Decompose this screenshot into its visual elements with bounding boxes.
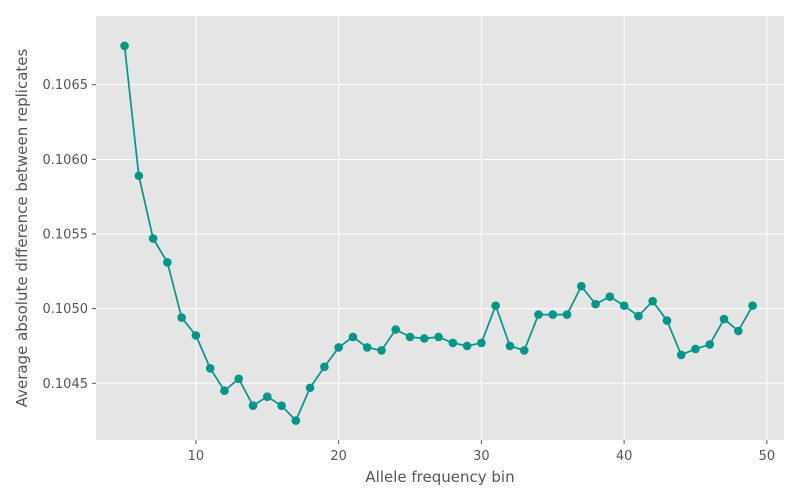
data-point [662,316,672,325]
data-point [205,364,215,373]
data-point [305,383,315,393]
data-point [505,341,515,351]
data-point [391,325,401,334]
data-point [676,350,686,360]
data-point [163,258,172,267]
data-point [262,392,272,402]
y-tick-label: 0.1060 [43,153,89,168]
data-point [248,401,258,410]
y-tick-label: 0.1065 [43,78,89,93]
plot-background [96,16,784,440]
y-axis-label: Average absolute difference between repl… [13,49,31,408]
series-layer [120,41,757,425]
data-point [291,416,301,425]
data-point [419,334,429,343]
data-point [562,310,572,319]
data-point [619,301,629,310]
data-point [434,332,443,342]
data-point [648,296,657,306]
x-axis-label: Allele frequency bin [365,468,514,486]
data-point [191,331,201,340]
data-point [491,301,500,310]
data-point [448,338,458,348]
data-point [348,332,358,342]
data-point [748,301,757,310]
data-point [120,41,129,51]
data-point [334,343,343,352]
y-tick-label: 0.1055 [43,227,89,242]
data-point [277,401,286,410]
data-point [405,332,415,342]
data-point [605,292,615,301]
data-point [362,343,372,352]
data-point [719,314,729,324]
data-point [591,299,600,309]
data-point [320,362,329,372]
x-tick-label: 10 [188,449,205,464]
x-tick-label: 40 [616,449,633,464]
x-tick-label: 30 [473,449,490,464]
data-point [519,346,529,355]
data-point [534,310,543,319]
data-point [148,234,158,243]
x-tick-label: 50 [759,449,776,464]
data-point [734,326,743,336]
data-point [634,311,643,321]
data-point [234,374,244,384]
axis-ticks: 10 20 30 40 50 0.1045 0.1050 0.1055 0.1060 0.1065 [43,78,776,464]
data-point [462,341,472,351]
x-tick-label: 20 [330,449,347,464]
data-point [548,310,558,319]
y-tick-label: 0.1050 [43,302,89,317]
grid-lines [96,16,784,440]
data-point [220,386,229,396]
data-point [377,346,386,355]
data-point [477,338,486,348]
data-point [691,344,700,354]
y-tick-label: 0.1045 [43,377,89,392]
data-point [577,281,586,291]
data-point [705,340,715,349]
data-point [177,313,186,322]
data-point [134,171,144,181]
